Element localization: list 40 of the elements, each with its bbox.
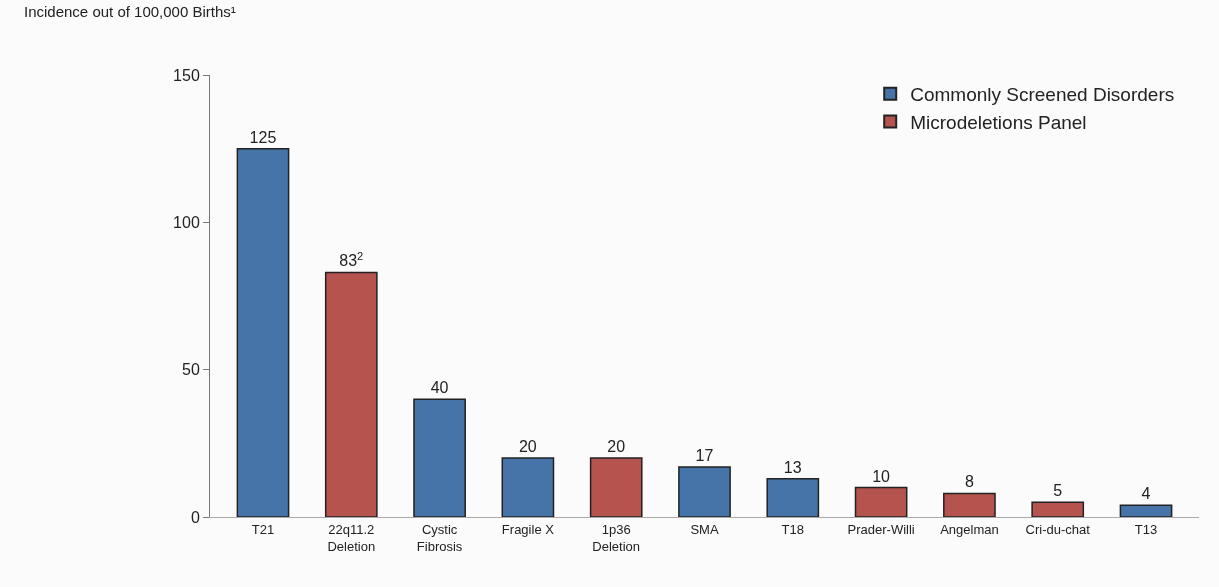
data-label: 5 <box>1053 482 1063 500</box>
x-tick-label: SMA <box>690 521 719 537</box>
legend-label: Commonly Screened Disorders <box>910 84 1175 106</box>
data-label: 17 <box>695 446 714 464</box>
data-label: 83$^{2}$ <box>339 249 364 270</box>
bar <box>943 492 996 517</box>
bar <box>1031 501 1085 517</box>
bar <box>589 457 643 517</box>
bar <box>854 486 908 517</box>
y-tick-label: 100 <box>173 213 200 231</box>
x-tick-label: Fragile X <box>501 521 555 537</box>
bar <box>501 457 555 517</box>
bar <box>1119 504 1173 517</box>
y-tick-label: 0 <box>190 508 200 526</box>
x-tick-label: Cri-du-chat <box>1025 521 1091 537</box>
data-label: 4 <box>1141 485 1151 503</box>
bar <box>678 466 731 517</box>
x-tick-label: 22q11.2 Deletion <box>327 521 376 554</box>
y-axis-title: Incidence out of 100,000 Births¹ <box>24 3 236 20</box>
bar <box>766 477 820 517</box>
bar <box>236 147 290 517</box>
data-label: 10 <box>872 467 891 485</box>
data-label: 125 <box>249 128 277 146</box>
bar <box>413 398 466 517</box>
data-label: 20 <box>607 438 626 456</box>
y-tick-label: 150 <box>173 66 200 84</box>
x-tick-label: Cystic Fibrosis <box>416 521 463 554</box>
x-tick-label: T13 <box>1134 521 1158 537</box>
x-tick-label: T21 <box>251 521 275 537</box>
x-tick-label: T18 <box>781 521 804 537</box>
y-tick-label: 50 <box>182 361 200 379</box>
x-tick-label: Prader-Willi <box>847 521 915 537</box>
data-label: 8 <box>964 473 974 491</box>
data-label: 13 <box>783 458 802 476</box>
bar <box>324 271 378 517</box>
x-tick-label: 1p36 Deletion <box>592 521 641 554</box>
x-tick-label: Angelman <box>940 521 999 537</box>
legend-label: Microdeletions Panel <box>910 111 1087 133</box>
data-label: 40 <box>430 379 449 397</box>
data-label: 20 <box>518 438 537 456</box>
